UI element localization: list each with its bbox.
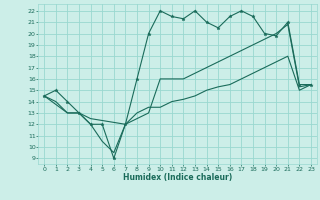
X-axis label: Humidex (Indice chaleur): Humidex (Indice chaleur) — [123, 173, 232, 182]
